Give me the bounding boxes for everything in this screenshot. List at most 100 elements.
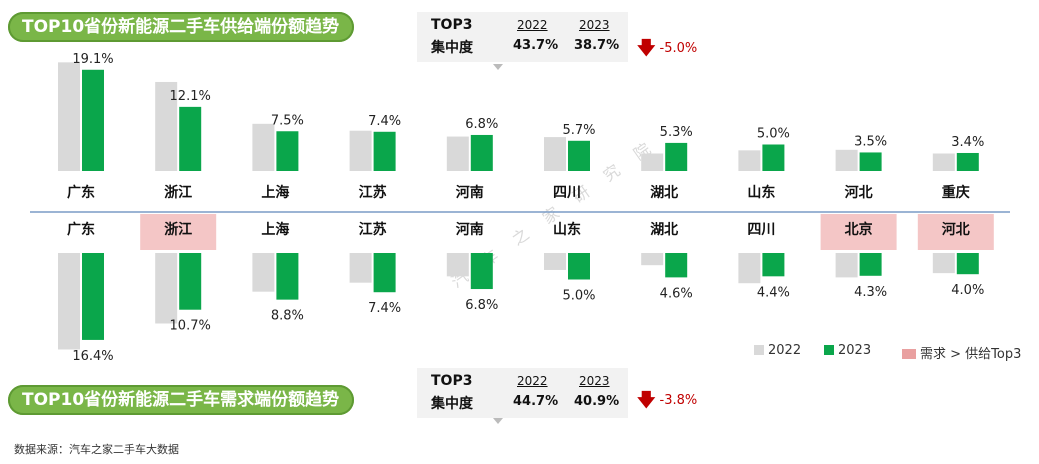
supply-data-label: 7.5% [271, 113, 304, 128]
demand-concentration-box: TOP3 集中度 2022 2023 44.7% 40.9% [417, 368, 628, 418]
concentration-year-2023: 2023 [579, 374, 610, 388]
legend-swatch-2022 [754, 345, 764, 355]
demand-bar-2022 [252, 253, 275, 292]
concentration-year-2023: 2023 [579, 18, 610, 32]
supply-bar-2022 [446, 136, 469, 171]
demand-change: 🡇 -3.8% [637, 388, 697, 418]
demand-category-label: 河北 [942, 221, 970, 238]
supply-category-label: 四川 [553, 185, 581, 201]
supply-bar-2023 [373, 131, 396, 171]
supply-bar-2022 [738, 150, 761, 171]
demand-bar-2022 [155, 253, 178, 324]
demand-highlight-box [917, 214, 994, 250]
demand-bar-2022 [544, 253, 566, 270]
demand-highlight-box [140, 214, 217, 250]
supply-category-label: 河南 [456, 184, 484, 201]
demand-category-label: 上海 [261, 221, 289, 238]
demand-data-label: 8.8% [271, 309, 304, 324]
demand-bar-2023 [568, 253, 590, 280]
supply-category-label: 广东 [67, 184, 95, 201]
concentration-year-2022: 2022 [517, 374, 548, 388]
supply-bar-2023 [568, 140, 590, 171]
demand-data-label: 10.7% [170, 319, 211, 334]
demand-highlight-box [820, 214, 897, 250]
legend-highlight: 需求 > 供给Top3 [902, 343, 1021, 362]
supply-bar-2022 [835, 149, 858, 171]
supply-bar-2022 [155, 81, 178, 171]
demand-category-label: 河南 [456, 221, 484, 238]
demand-bar-2023 [276, 253, 299, 300]
supply-category-label: 江苏 [359, 184, 387, 201]
data-source: 数据来源：汽车之家二手车大数据 [14, 443, 179, 456]
supply-change-value: -5.0% [659, 41, 698, 56]
legend-swatch-2023 [824, 345, 834, 355]
demand-change-value: -3.8% [659, 393, 698, 408]
demand-data-label: 4.3% [854, 285, 887, 300]
demand-category-label: 江苏 [359, 221, 387, 238]
supply-data-label: 5.0% [757, 127, 790, 142]
supply-data-label: 19.1% [72, 52, 113, 67]
demand-category-label: 湖北 [650, 222, 678, 238]
supply-title-banner: TOP10省份新能源二手车供给端份额趋势 [8, 12, 354, 42]
demand-category-label: 浙江 [164, 221, 192, 238]
supply-bar-2023 [82, 69, 104, 171]
demand-title-banner: TOP10省份新能源二手车需求端份额趋势 [8, 385, 354, 415]
demand-data-label: 7.4% [368, 301, 401, 316]
supply-bar-2023 [665, 142, 688, 171]
demand-box-pointer [493, 418, 503, 424]
supply-bar-2023 [470, 134, 493, 171]
demand-bar-2023 [179, 253, 202, 310]
supply-bar-2023 [956, 152, 979, 171]
demand-data-label: 6.8% [465, 298, 498, 313]
supply-bar-2023 [179, 106, 202, 171]
demand-bar-2022 [738, 253, 761, 284]
concentration-label-text: 集中度 [431, 396, 473, 412]
concentration-year-2022: 2022 [517, 18, 548, 32]
supply-data-label: 6.8% [465, 117, 498, 132]
down-arrow-icon: 🡇 [637, 38, 656, 59]
supply-data-label: 5.7% [562, 123, 595, 138]
demand-bar-2022 [58, 253, 80, 350]
demand-data-label: 4.0% [951, 283, 984, 298]
legend-label-highlight: 需求 > 供给Top3 [920, 347, 1022, 362]
demand-bar-2023 [956, 253, 979, 275]
supply-data-label: 3.5% [854, 134, 887, 149]
demand-bar-2022 [641, 253, 664, 266]
legend-label-2023: 2023 [838, 343, 872, 358]
supply-data-label: 3.4% [951, 135, 984, 150]
demand-bar-2023 [82, 253, 104, 340]
demand-category-label: 广东 [67, 221, 95, 238]
supply-bar-2022 [252, 123, 275, 171]
legend-swatch-highlight [902, 349, 916, 359]
concentration-value-2022: 43.7% [513, 38, 559, 53]
supply-category-label: 浙江 [164, 184, 192, 201]
supply-bar-2023 [859, 152, 882, 171]
supply-bar-2022 [544, 137, 566, 171]
demand-bar-2022 [446, 253, 469, 277]
supply-concentration-box: TOP3 集中度 2022 2023 43.7% 38.7% [417, 12, 628, 62]
concentration-value-2022: 44.7% [513, 394, 559, 409]
supply-bar-2022 [58, 62, 80, 171]
down-arrow-icon: 🡇 [637, 390, 656, 411]
supply-bar-2022 [641, 153, 664, 171]
supply-bar-2023 [762, 144, 785, 171]
demand-bar-2023 [665, 253, 688, 278]
demand-bar-2022 [835, 253, 858, 278]
supply-category-label: 山东 [747, 184, 775, 201]
supply-data-label: 7.4% [368, 114, 401, 129]
demand-data-label: 5.0% [562, 289, 595, 304]
supply-box-pointer [493, 64, 503, 70]
supply-category-label: 湖北 [650, 185, 678, 201]
supply-bar-2023 [276, 131, 299, 171]
supply-change: 🡇 -5.0% [637, 36, 697, 66]
supply-bars: 19.1% 12.1% 7.5% 7.4% 6.8% 5.7% 5.3% 5.0% 3.5% 3.… [58, 52, 984, 171]
demand-bar-2023 [859, 253, 882, 276]
demand-data-label: 16.4% [72, 349, 113, 364]
concentration-value-2023: 40.9% [574, 394, 620, 409]
legend-2022: 2022 [754, 343, 801, 358]
concentration-value-2023: 38.7% [574, 38, 620, 53]
demand-bar-2023 [762, 253, 785, 277]
demand-category-label: 四川 [747, 222, 775, 238]
